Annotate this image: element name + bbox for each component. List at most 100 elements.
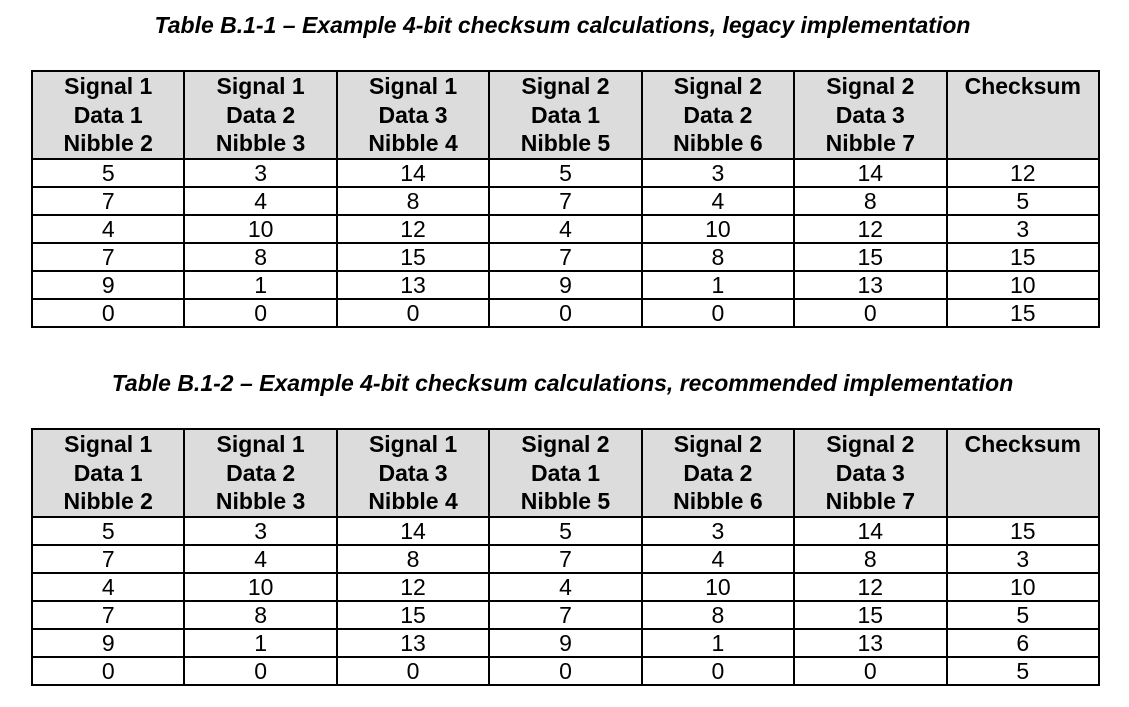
column-header-line: Data 2 — [683, 459, 753, 486]
nibble-cell: 5 — [30, 158, 186, 188]
nibble-cell: 12 — [793, 572, 948, 602]
checksum-table-legacy: Signal 1 Data 1 Nibble 2 Signal 1 Data 2 Nibb… — [30, 70, 1101, 328]
table-row: 7 8 15 7 8 15 5 — [30, 600, 1101, 630]
table-row: 0 0 0 0 0 0 15 — [30, 298, 1101, 328]
nibble-cell: 8 — [183, 600, 338, 630]
column-header: Signal 2 Data 1 Nibble 5 — [488, 428, 643, 518]
column-header-line: Data 2 — [226, 459, 296, 486]
nibble-cell: 0 — [30, 656, 186, 686]
column-header: Signal 2 Data 3 Nibble 7 — [793, 70, 948, 160]
checksum-cell: 10 — [945, 270, 1101, 300]
nibble-cell: 12 — [793, 214, 948, 244]
nibble-cell: 15 — [335, 600, 491, 630]
nibble-cell: 13 — [335, 270, 491, 300]
column-header: Signal 2 Data 3 Nibble 7 — [793, 428, 948, 518]
column-header: Signal 1 Data 1 Nibble 2 — [30, 428, 186, 518]
nibble-cell: 3 — [183, 516, 338, 546]
column-header-line: Checksum — [964, 431, 1081, 457]
nibble-cell: 5 — [488, 158, 643, 188]
column-header-line: Signal 1 — [368, 431, 458, 457]
table-row: 5 3 14 5 3 14 15 — [30, 516, 1101, 546]
nibble-cell: 9 — [30, 270, 186, 300]
nibble-cell: 8 — [640, 600, 796, 630]
column-header-line: Data 3 — [378, 101, 448, 128]
column-header-line: Nibble 6 — [673, 488, 763, 515]
nibble-cell: 4 — [488, 572, 643, 602]
column-header: Signal 1 Data 2 Nibble 3 — [183, 428, 338, 518]
table-caption: Table B.1-2 – Example 4-bit checksum cal… — [111, 370, 1014, 396]
nibble-cell: 3 — [640, 516, 796, 546]
nibble-cell: 7 — [488, 186, 643, 216]
checksum-cell: 3 — [945, 214, 1101, 244]
nibble-cell: 4 — [183, 186, 338, 216]
nibble-cell: 4 — [30, 214, 186, 244]
nibble-cell: 10 — [183, 214, 338, 244]
header-row: Signal 1 Data 1 Nibble 2 Signal 1 Data 2 Nibb… — [30, 70, 1101, 160]
nibble-cell: 9 — [30, 628, 186, 658]
nibble-cell: 4 — [640, 186, 796, 216]
nibble-cell: 7 — [488, 242, 643, 272]
column-header-line: Signal 2 — [673, 431, 762, 457]
nibble-cell: 10 — [640, 572, 796, 602]
nibble-cell: 4 — [183, 544, 338, 574]
column-header-line: Signal 1 — [216, 73, 305, 99]
column-header-line: Data 2 — [226, 101, 296, 128]
nibble-cell: 8 — [793, 186, 948, 216]
nibble-cell: 3 — [640, 158, 796, 188]
table-row: 4 10 12 4 10 12 10 — [30, 572, 1101, 602]
column-header: Checksum — [945, 70, 1101, 160]
nibble-cell: 7 — [30, 242, 186, 272]
table-row: 7 8 15 7 8 15 15 — [30, 242, 1101, 272]
checksum-cell: 5 — [945, 600, 1101, 630]
nibble-cell: 12 — [335, 572, 491, 602]
nibble-cell: 8 — [335, 186, 491, 216]
nibble-cell: 14 — [335, 516, 491, 546]
column-header-line: Nibble 4 — [368, 488, 458, 515]
column-header-line: Nibble 5 — [520, 130, 611, 157]
nibble-cell: 14 — [793, 516, 948, 546]
nibble-cell: 1 — [183, 270, 338, 300]
nibble-cell: 1 — [640, 270, 796, 300]
column-header-line: Data 1 — [73, 459, 143, 486]
nibble-cell: 7 — [30, 186, 186, 216]
table-row: 9 1 13 9 1 13 10 — [30, 270, 1101, 300]
nibble-cell: 15 — [335, 242, 491, 272]
nibble-cell: 0 — [488, 298, 643, 328]
checksum-cell: 15 — [945, 242, 1101, 272]
nibble-cell: 0 — [793, 298, 948, 328]
nibble-cell: 15 — [793, 242, 948, 272]
column-header-line: Data 1 — [530, 101, 600, 128]
nibble-cell: 15 — [793, 600, 948, 630]
column-header-line: Data 1 — [530, 459, 600, 486]
column-header-line: Checksum — [964, 73, 1081, 99]
checksum-cell: 5 — [945, 656, 1101, 686]
table-row: 4 10 12 4 10 12 3 — [30, 214, 1101, 244]
checksum-cell: 15 — [945, 516, 1101, 546]
checksum-cell: 10 — [945, 572, 1101, 602]
checksum-cell: 12 — [945, 158, 1101, 188]
column-header: Signal 2 Data 2 Nibble 6 — [640, 428, 796, 518]
nibble-cell: 0 — [335, 656, 491, 686]
nibble-cell: 0 — [640, 656, 796, 686]
column-header-line: Signal 1 — [64, 73, 153, 99]
nibble-cell: 9 — [488, 270, 643, 300]
nibble-cell: 7 — [30, 544, 186, 574]
column-header-line: Nibble 5 — [520, 488, 611, 515]
nibble-cell: 10 — [640, 214, 796, 244]
table-row: 9 1 13 9 1 13 6 — [30, 628, 1101, 658]
nibble-cell: 7 — [30, 600, 186, 630]
column-header-line: Signal 1 — [216, 431, 305, 457]
column-header-line: Nibble 4 — [368, 130, 458, 157]
column-header-line: Signal 2 — [826, 73, 915, 99]
nibble-cell: 3 — [183, 158, 338, 188]
nibble-cell: 1 — [183, 628, 338, 658]
column-header-line: Nibble 2 — [63, 130, 153, 157]
nibble-cell: 13 — [793, 270, 948, 300]
column-header-line: Data 3 — [835, 101, 905, 128]
nibble-cell: 5 — [30, 516, 186, 546]
nibble-cell: 1 — [640, 628, 796, 658]
column-header: Signal 1 Data 1 Nibble 2 — [30, 70, 186, 160]
column-header: Checksum — [945, 428, 1101, 518]
